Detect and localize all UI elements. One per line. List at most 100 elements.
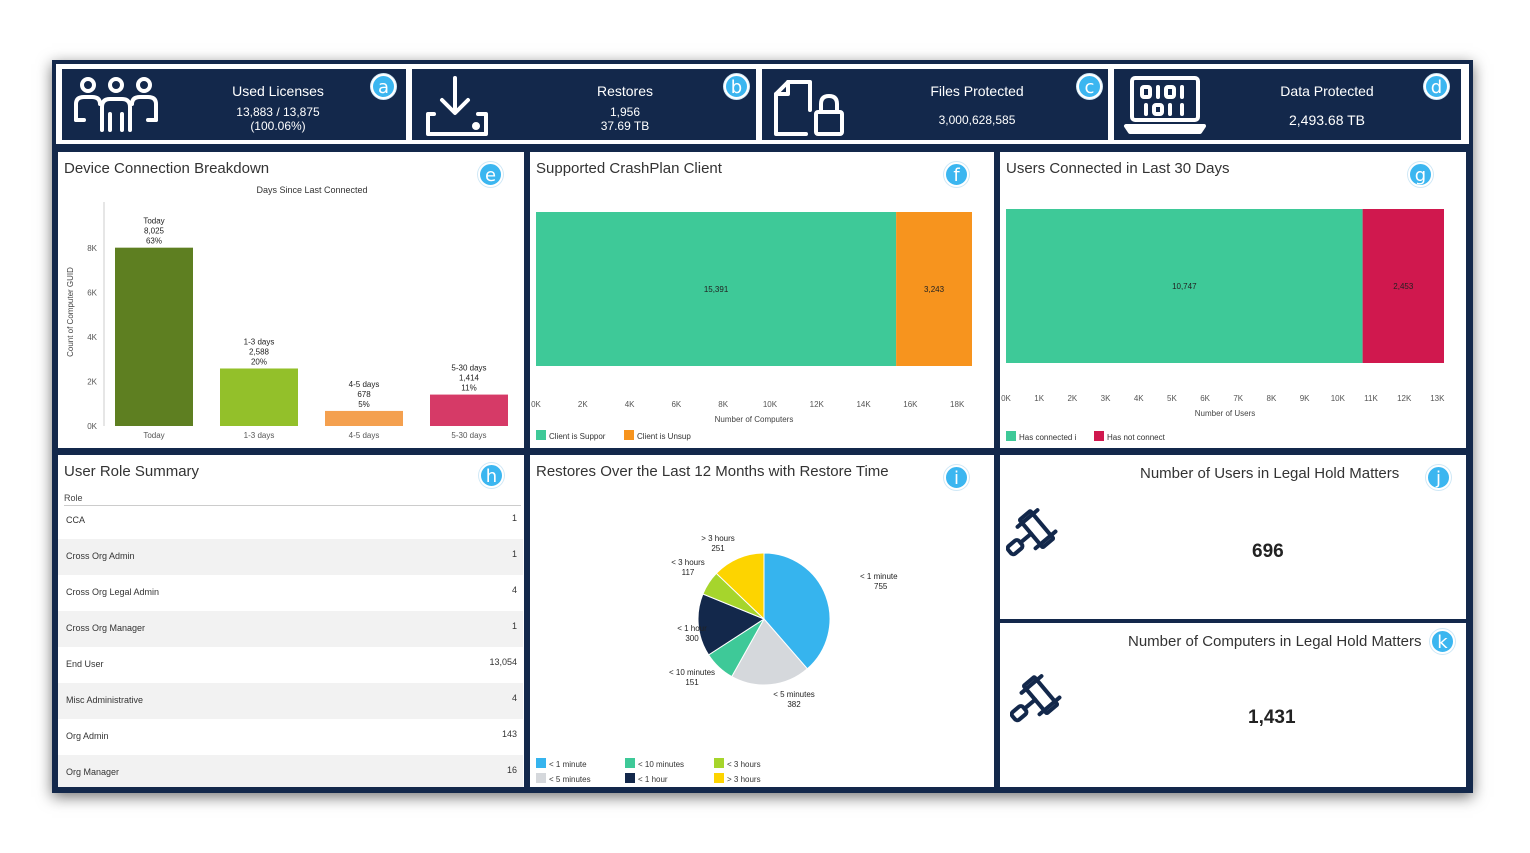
x-tick-label: 4K <box>1134 394 1144 403</box>
kpi-used-licenses[interactable]: Used Licenses 13,883 / 13,875 (100.06%) … <box>62 69 406 140</box>
slice-name-label: < 1 minute <box>860 572 898 581</box>
x-tick-label: 12K <box>810 400 825 409</box>
users-icon <box>70 74 162 141</box>
panel-title: Supported CrashPlan Client <box>536 160 722 177</box>
legend-swatch <box>624 430 634 440</box>
kpi-restores[interactable]: Restores 1,956 37.69 TB b <box>412 69 756 140</box>
kpi-files-protected[interactable]: Files Protected 3,000,628,585 c <box>762 69 1108 140</box>
bar-value-label: 2,588 <box>249 347 270 356</box>
role-name: Cross Org Admin <box>66 551 135 561</box>
badge-k: k <box>1430 629 1455 654</box>
bar <box>430 394 508 426</box>
legend-swatch <box>714 773 724 783</box>
segment-value-label: 15,391 <box>704 285 729 294</box>
legend-swatch <box>625 758 635 768</box>
gavel-icon <box>1005 507 1074 574</box>
legend-label: Has not connect <box>1107 433 1166 442</box>
download-tray-icon <box>420 74 490 143</box>
panel-device-connection: Device Connection Breakdown e Days Since… <box>58 152 524 448</box>
table-row[interactable]: Cross Org Manager 1 <box>58 611 523 647</box>
table-row[interactable]: End User 13,054 <box>58 647 523 683</box>
x-tick-label: 1K <box>1034 394 1044 403</box>
badge-j: j <box>1426 465 1451 490</box>
table-row[interactable]: CCA 1 <box>58 503 523 539</box>
legend-swatch <box>1094 431 1104 441</box>
x-tick-label: 12K <box>1397 394 1412 403</box>
chart-title: Days Since Last Connected <box>256 185 367 195</box>
y-tick-label: 6K <box>87 289 97 298</box>
x-tick-label: 0K <box>531 400 541 409</box>
legend-label: < 1 hour <box>638 775 668 784</box>
laptop-binary-icon <box>1122 74 1208 141</box>
table-row[interactable]: Misc Administrative 4 <box>58 683 523 719</box>
y-tick-label: 2K <box>87 378 97 387</box>
legend-label: Has connected i <box>1019 433 1077 442</box>
kpi-value: 1,956 <box>609 105 641 119</box>
dashboard-frame: Used Licenses 13,883 / 13,875 (100.06%) … <box>52 60 1473 793</box>
legend-label: < 10 minutes <box>638 760 684 769</box>
badge-c: c <box>1077 74 1102 99</box>
role-count: 1 <box>511 621 517 631</box>
x-tick-label: 9K <box>1300 394 1310 403</box>
role-count: 1 <box>511 513 517 523</box>
role-count: 4 <box>511 585 517 595</box>
kpi-value: 3,000,628,585 <box>938 113 1016 127</box>
panel-title: Number of Users in Legal Hold Matters <box>1140 465 1400 482</box>
badge-a: a <box>371 74 396 99</box>
kpi-title: Files Protected <box>930 83 1024 99</box>
role-column-header[interactable]: Role <box>64 493 521 506</box>
x-tick-label: 11K <box>1364 394 1378 403</box>
legend-swatch <box>536 758 546 768</box>
slice-name-label: < 3 hours <box>671 558 705 567</box>
bar-value-label: 1,414 <box>459 374 480 383</box>
crashplan-stacked-bar: 15,391 3,243 0K 2K 4K 6K 8K 10K 12K 14K 16K 18K Numb… <box>531 212 972 441</box>
role-count: 143 <box>501 729 517 739</box>
x-tick-label: 4-5 days <box>349 431 380 440</box>
gavel-icon <box>1009 673 1078 740</box>
kpi-data-protected[interactable]: Data Protected 2,493.68 TB d <box>1114 69 1461 140</box>
bar-percent-label: 5% <box>358 400 370 409</box>
x-tick-label: 8K <box>718 400 728 409</box>
kpi-title: Data Protected <box>1280 83 1374 99</box>
x-tick-label: 13K <box>1430 394 1445 403</box>
table-row[interactable]: Cross Org Legal Admin 4 <box>58 575 523 611</box>
users-stacked-bar: 10,747 2,453 0K 1K 2K 3K 4K 5K 6K 7K 8K 9K 10K 11K 12K… <box>1001 209 1445 442</box>
x-tick-label: 6K <box>671 400 681 409</box>
device-bar-chart: Days Since Last Connected Count of Comput… <box>66 185 508 440</box>
table-row[interactable]: Org Admin 143 <box>58 719 523 755</box>
kpi-title: Used Licenses <box>232 83 324 99</box>
role-count: 13,054 <box>489 657 517 667</box>
table-row[interactable]: Org Manager 16 <box>58 755 523 787</box>
slice-name-label: < 1 hour <box>677 624 707 633</box>
role-name: Misc Administrative <box>66 695 144 705</box>
locked-file-icon <box>770 74 850 143</box>
kpi-value: 13,883 / 13,875 <box>236 105 320 119</box>
pie-slice <box>697 593 766 656</box>
segment-value-label: 3,243 <box>924 285 945 294</box>
x-tick-label: 10K <box>763 400 778 409</box>
x-tick-label: 10K <box>1331 394 1346 403</box>
panel-title: Number of Computers in Legal Hold Matter… <box>1128 633 1422 650</box>
role-name: Org Manager <box>66 767 120 777</box>
legal-users-count: 696 <box>1252 541 1284 562</box>
y-tick-label: 8K <box>87 244 97 253</box>
role-count: 4 <box>511 693 517 703</box>
role-name: Cross Org Legal Admin <box>66 587 160 597</box>
role-count: 1 <box>511 549 517 559</box>
x-tick-label: 5-30 days <box>451 431 486 440</box>
bar-percent-label: 63% <box>146 237 162 246</box>
panel-title: Device Connection Breakdown <box>64 160 270 177</box>
role-name: Org Admin <box>66 731 109 741</box>
bar <box>325 410 403 426</box>
panel-title: User Role Summary <box>64 463 200 480</box>
legend-swatch <box>536 773 546 783</box>
legend-label: < 1 minute <box>549 760 587 769</box>
segment-value-label: 10,747 <box>1172 282 1197 291</box>
table-row[interactable]: Cross Org Admin 1 <box>58 539 523 575</box>
legend-swatch <box>536 430 546 440</box>
stacked-segment <box>1006 209 1363 363</box>
role-count: 16 <box>506 765 517 775</box>
legend-label: < 3 hours <box>727 760 761 769</box>
legend-label: > 3 hours <box>727 775 761 784</box>
